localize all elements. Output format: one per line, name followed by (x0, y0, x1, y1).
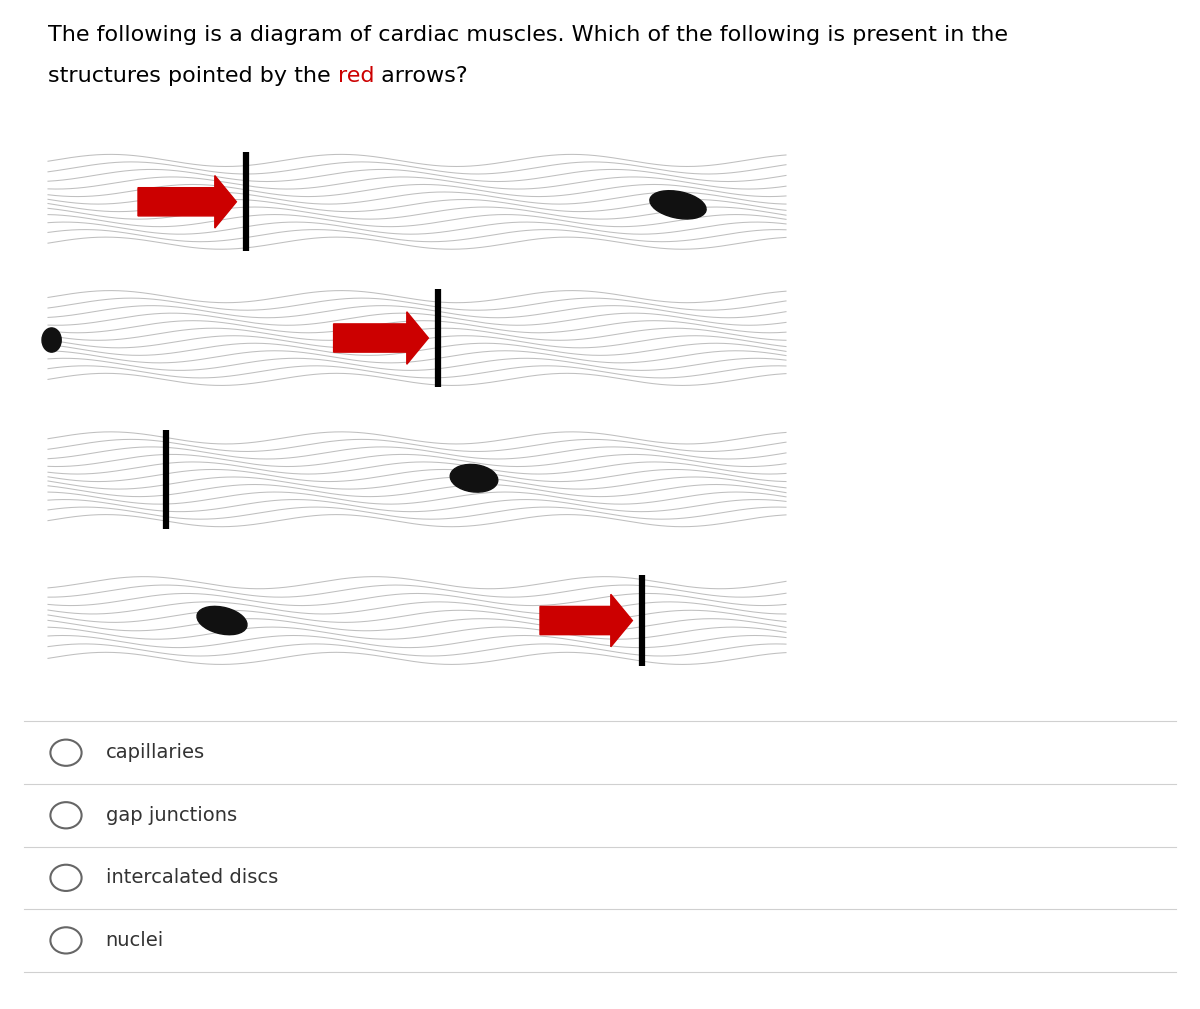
Text: gap junctions: gap junctions (106, 806, 236, 824)
Text: structures pointed by the: structures pointed by the (48, 66, 337, 86)
Ellipse shape (450, 464, 498, 492)
Ellipse shape (197, 606, 247, 635)
Text: The following is a diagram of cardiac muscles. Which of the following is present: The following is a diagram of cardiac mu… (48, 25, 1008, 45)
Text: intercalated discs: intercalated discs (106, 869, 278, 887)
Text: arrows?: arrows? (374, 66, 468, 86)
Text: nuclei: nuclei (106, 931, 164, 949)
FancyArrow shape (334, 312, 428, 364)
Text: red: red (337, 66, 374, 86)
Ellipse shape (42, 328, 61, 352)
Text: capillaries: capillaries (106, 744, 205, 762)
FancyArrow shape (540, 594, 632, 647)
Ellipse shape (650, 191, 706, 219)
FancyArrow shape (138, 176, 236, 228)
